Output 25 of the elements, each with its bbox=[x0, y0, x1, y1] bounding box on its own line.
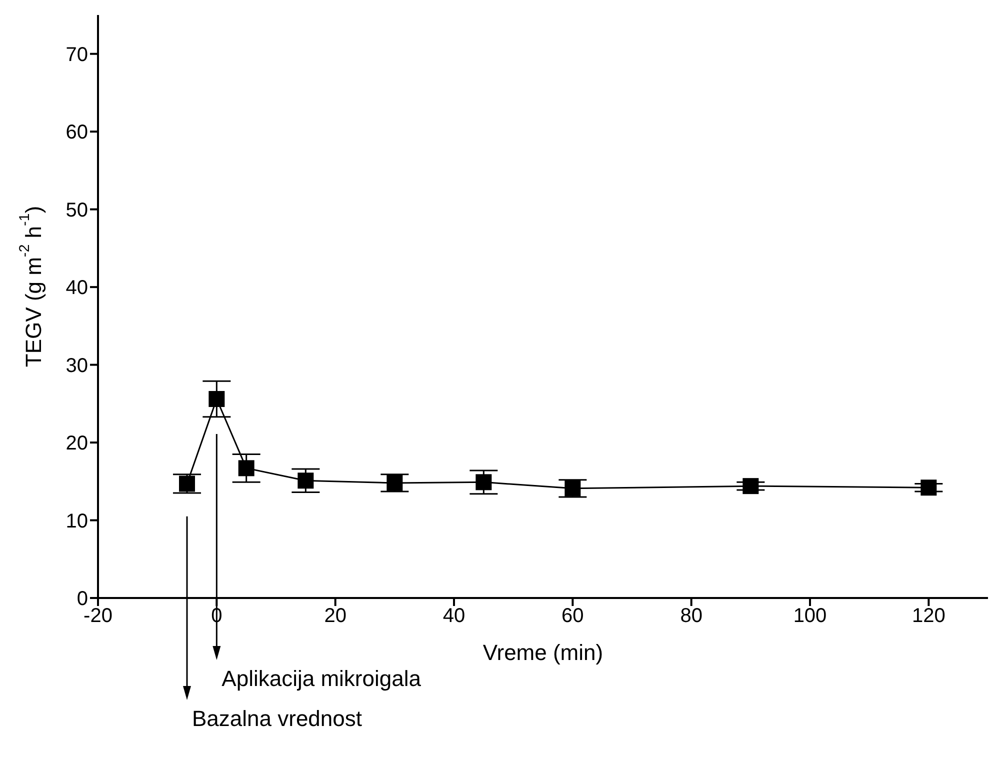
y-tick-label: 10 bbox=[66, 510, 88, 532]
y-tick-label: 40 bbox=[66, 277, 88, 300]
point bbox=[742, 478, 759, 494]
point bbox=[564, 480, 581, 496]
point bbox=[476, 474, 492, 490]
point bbox=[179, 476, 195, 492]
y-tick-label: 70 bbox=[66, 44, 88, 66]
x-tick-label: 120 bbox=[912, 605, 946, 628]
x-tick-label: 80 bbox=[680, 605, 702, 628]
y-tick-label: 50 bbox=[66, 199, 88, 222]
text: Aplikacija mikroigala bbox=[222, 666, 421, 692]
x-tick-label: 40 bbox=[442, 605, 466, 628]
y-tick-label: 30 bbox=[66, 354, 88, 377]
point bbox=[920, 480, 937, 496]
text: Bazalna vrednost bbox=[192, 706, 362, 732]
point bbox=[208, 391, 225, 408]
x-tick-label: 20 bbox=[324, 605, 346, 628]
point bbox=[298, 472, 314, 489]
y-tick-label: 60 bbox=[66, 122, 88, 144]
point bbox=[386, 474, 403, 491]
x-tick-label: 60 bbox=[562, 605, 584, 628]
x-axis-title: Vreme (min) bbox=[482, 640, 604, 665]
y-tick-label: 20 bbox=[66, 432, 88, 455]
point bbox=[238, 460, 254, 476]
x-tick-label: 100 bbox=[793, 605, 827, 628]
